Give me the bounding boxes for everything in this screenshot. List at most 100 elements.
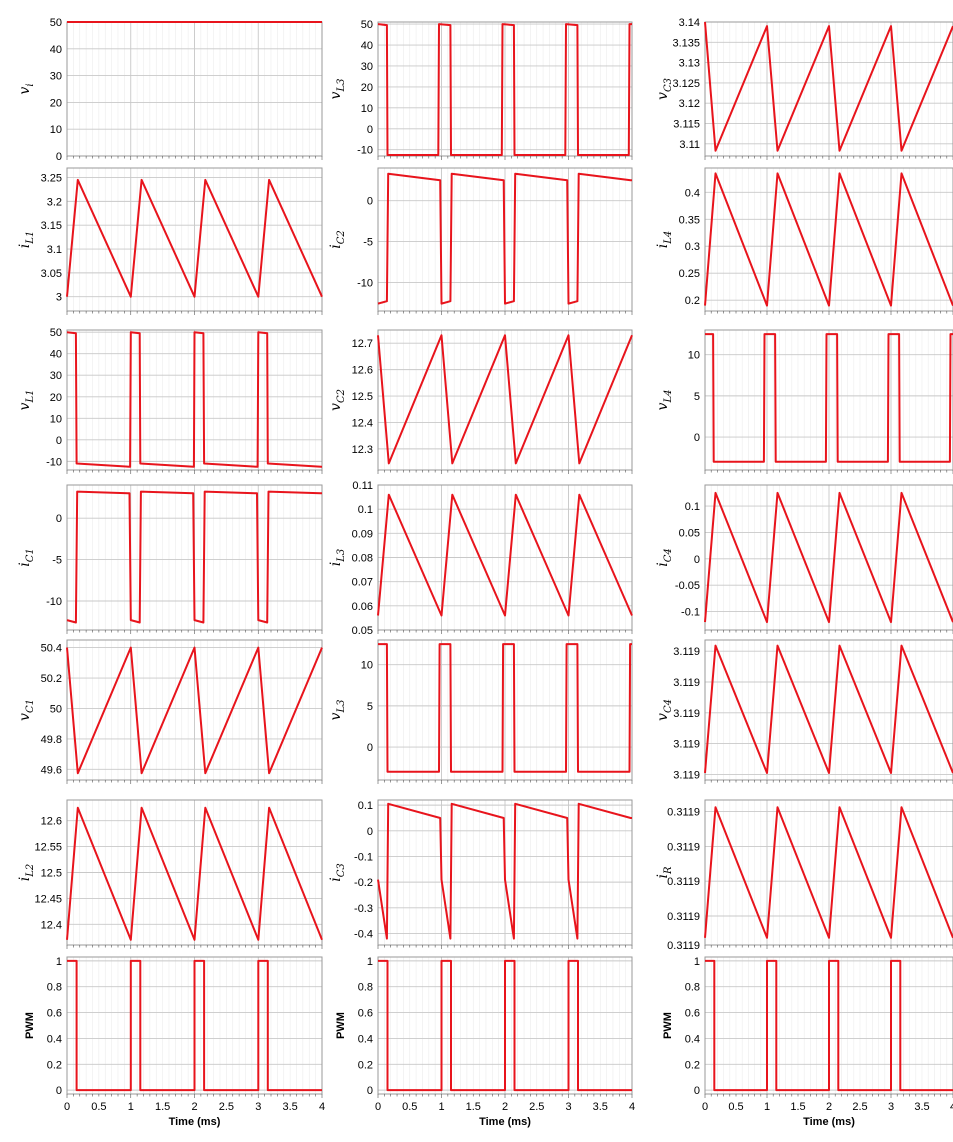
y-tick-label: 12.45: [34, 893, 62, 905]
y-axis-label: vL3: [328, 79, 347, 100]
y-tick-label: 12.5: [352, 391, 373, 403]
y-tick-label: -0.05: [675, 580, 700, 592]
x-tick-label: 1.5: [790, 1101, 805, 1113]
y-tick-label: 30: [50, 71, 62, 83]
y-axis-label-subscript: L1: [25, 390, 36, 404]
y-tick-label: 49.6: [41, 764, 62, 776]
y-tick-label: 0.3119: [667, 876, 700, 888]
y-tick-label: 0.35: [679, 214, 700, 226]
y-axis-label-main: v: [328, 403, 344, 411]
x-tick-label: 2.5: [529, 1101, 544, 1113]
y-axis-label-subscript: L2: [25, 864, 36, 878]
y-tick-label: 1: [56, 956, 62, 968]
series-line: [377, 172, 632, 305]
chart-pwm_1: 1 0.8 0.6 0.4 0.2 00 0.5 1 1.5 2 2.5 3 3.5 4 Time (ms)…: [24, 956, 325, 1128]
y-tick-label: 40: [50, 349, 62, 361]
y-axis-label: vC3: [655, 78, 674, 100]
y-tick-label: 3.12: [679, 98, 700, 110]
y-tick-label: 0: [694, 554, 700, 566]
x-tick-label: 0: [375, 1101, 381, 1113]
series-line: [378, 643, 632, 773]
y-tick-label: 0.1: [358, 504, 373, 516]
y-tick-label: 0.25: [679, 268, 700, 280]
y-axis-label-main: i: [655, 562, 671, 566]
y-tick-label: -0.4: [354, 928, 373, 940]
y-axis-label: vL4: [655, 390, 674, 411]
y-axis-label-main: v: [328, 91, 344, 99]
y-axis-label-main: v: [17, 87, 33, 95]
y-axis-label-main: v: [655, 402, 671, 410]
y-axis-label-main: i: [17, 244, 33, 248]
series-line: [704, 806, 953, 939]
y-tick-label: 0: [367, 196, 373, 208]
y-axis-label: PWM: [24, 1012, 36, 1039]
x-tick-label: 0.5: [402, 1101, 417, 1113]
y-tick-label: 0.11: [352, 480, 373, 492]
chart-v_C2: 12.7 12.6 12.5 12.4 12.3 vC2: [328, 329, 633, 474]
y-axis-label-subscript: i: [25, 83, 36, 86]
y-axis-label-main: v: [328, 712, 344, 720]
y-tick-label: 0: [56, 513, 62, 525]
y-axis-label-subscript: C3: [663, 78, 674, 92]
y-axis-label-subscript: L4: [663, 231, 674, 245]
series-line: [378, 959, 632, 1092]
y-axis-label: PWM: [335, 1012, 347, 1039]
y-axis-label-main: i: [655, 874, 671, 878]
y-tick-label: 3.125: [672, 78, 700, 90]
y-tick-label: 0.05: [679, 527, 700, 539]
y-tick-label: 5: [694, 391, 700, 403]
y-tick-label: 0.07: [352, 577, 373, 589]
chart-i_C2: 0 -5 -10 iC2: [328, 167, 633, 315]
y-tick-label: 3: [56, 292, 62, 304]
x-tick-label: 1: [438, 1101, 444, 1113]
y-tick-label: 49.8: [41, 734, 62, 746]
y-tick-label: 20: [50, 392, 62, 404]
y-tick-label: 1: [694, 956, 700, 968]
x-tick-label: 2: [191, 1101, 197, 1113]
chart-i_C1: 0 -5 -10 iC1: [17, 484, 323, 634]
y-axis-label: vL1: [17, 390, 36, 411]
series-line: [377, 23, 632, 156]
y-tick-label: 0: [367, 826, 373, 838]
y-axis-label-subscript: C2: [336, 389, 347, 403]
y-tick-label: 3.119: [673, 677, 700, 689]
x-tick-label: 4: [319, 1101, 325, 1113]
y-tick-label: 20: [50, 97, 62, 109]
y-tick-label: 50: [50, 327, 62, 339]
y-tick-label: 30: [50, 370, 62, 382]
y-tick-label: -0.3: [354, 903, 373, 915]
y-tick-label: -5: [52, 555, 62, 567]
chart-i_L1: 3.25 3.2 3.15 3.1 3.05 3 iL1: [17, 167, 323, 315]
y-tick-label: 50: [50, 17, 62, 29]
chart-i_L4: 0.4 0.35 0.3 0.25 0.2 iL4: [655, 167, 953, 315]
y-axis-label-main: i: [328, 244, 344, 248]
y-tick-label: 40: [50, 44, 62, 56]
y-tick-label: 0.08: [352, 553, 373, 565]
series-line: [66, 178, 323, 298]
y-tick-label: 0.3: [685, 241, 700, 253]
y-tick-label: -0.1: [354, 851, 373, 863]
y-axis-label-subscript: R: [663, 866, 674, 875]
series-line: [66, 490, 322, 624]
series-line: [377, 334, 633, 465]
y-tick-label: -10: [357, 277, 373, 289]
x-tick-label: 3.5: [282, 1101, 297, 1113]
y-tick-label: 3.119: [673, 708, 700, 720]
x-tick-label: 2: [502, 1101, 508, 1113]
y-tick-label: 3.11: [679, 139, 700, 151]
chart-i_C4: 0.1 0.05 0 -0.05 -0.1 iC4: [655, 484, 953, 634]
series-line: [704, 21, 953, 152]
y-axis-label: iC1: [17, 548, 36, 567]
x-tick-label: 1: [128, 1101, 134, 1113]
y-axis-label: iL2: [17, 864, 36, 882]
series-line: [66, 331, 323, 468]
x-tick-label: 4: [629, 1101, 635, 1113]
y-tick-label: 40: [361, 40, 373, 52]
series-line: [377, 802, 632, 940]
x-tick-label: 1.5: [466, 1101, 481, 1113]
y-tick-label: 0.4: [47, 1033, 62, 1045]
y-tick-label: 0: [56, 151, 62, 163]
y-tick-label: 12.4: [352, 417, 373, 429]
x-tick-label: 0.5: [91, 1101, 106, 1113]
